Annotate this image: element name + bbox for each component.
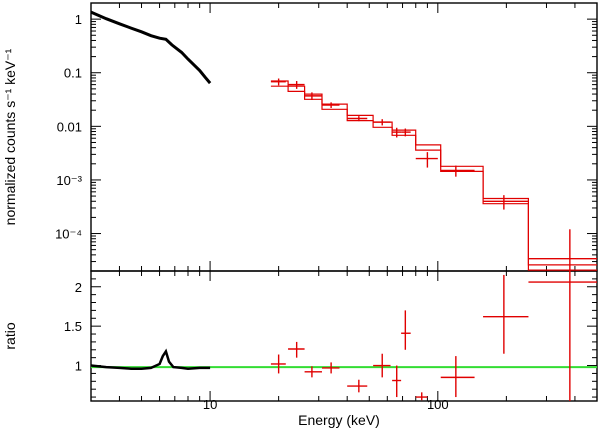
top-panel-ticks: 1 0.1 0.01 10⁻³ 10⁻⁴ — [55, 2, 598, 272]
top-y-axis-label: normalized counts s⁻¹ keV⁻¹ — [2, 48, 18, 225]
high-energy-ratio-point — [528, 271, 597, 401]
low-energy-ratio-line — [90, 348, 211, 370]
high-energy-data-point — [392, 127, 402, 138]
high-energy-data-point — [415, 152, 438, 168]
high-energy-ratio-point — [440, 356, 475, 398]
high-energy-ratio-point — [392, 365, 402, 398]
high-energy-model-step-lower — [270, 85, 597, 271]
high-energy-data-point — [288, 81, 305, 89]
top-panel-data — [90, 10, 597, 272]
bottom-y-axis-label: ratio — [2, 322, 18, 349]
high-energy-ratio-point — [373, 353, 391, 378]
x-tick-label: 10 — [203, 397, 217, 412]
bottom-y-tick-label: 2 — [75, 280, 82, 295]
low-energy-spectrum-line — [90, 10, 212, 85]
x-axis-label: Energy (keV) — [298, 412, 380, 428]
high-energy-ratio-point — [288, 341, 305, 358]
high-energy-data-point — [270, 78, 286, 86]
top-y-tick-label: 0.01 — [57, 119, 82, 134]
bottom-panel-ticks: 10 100 1 1.5 2 — [64, 270, 598, 412]
high-energy-ratio-point — [401, 310, 411, 350]
high-energy-ratio-point — [321, 362, 340, 374]
high-energy-data-point — [528, 229, 597, 272]
top-y-tick-label: 10⁻³ — [56, 173, 82, 188]
high-energy-ratio-point — [415, 392, 428, 401]
high-energy-data-point — [401, 128, 411, 137]
x-tick-label: 100 — [427, 397, 449, 412]
high-energy-data-point — [373, 119, 391, 126]
high-energy-data-point — [304, 92, 322, 100]
top-y-tick-label: 1 — [75, 12, 82, 27]
high-energy-ratio-point — [483, 274, 529, 354]
high-energy-data-point — [483, 195, 529, 210]
high-energy-ratio-point — [304, 366, 322, 378]
high-energy-ratio-point — [347, 379, 368, 393]
high-energy-data-point — [347, 116, 368, 122]
high-energy-data-point — [321, 102, 340, 108]
bottom-y-tick-label: 1.5 — [64, 319, 82, 334]
high-energy-model-step-upper — [270, 80, 597, 266]
bottom-panel-frame — [90, 270, 598, 402]
bottom-y-tick-label: 1 — [75, 359, 82, 374]
high-energy-ratio-point — [270, 354, 286, 374]
top-panel-frame — [90, 2, 598, 272]
top-y-tick-label: 0.1 — [64, 66, 82, 81]
bottom-panel-data — [90, 271, 597, 401]
high-energy-data-point — [440, 165, 475, 177]
top-y-tick-label: 10⁻⁴ — [55, 227, 82, 242]
